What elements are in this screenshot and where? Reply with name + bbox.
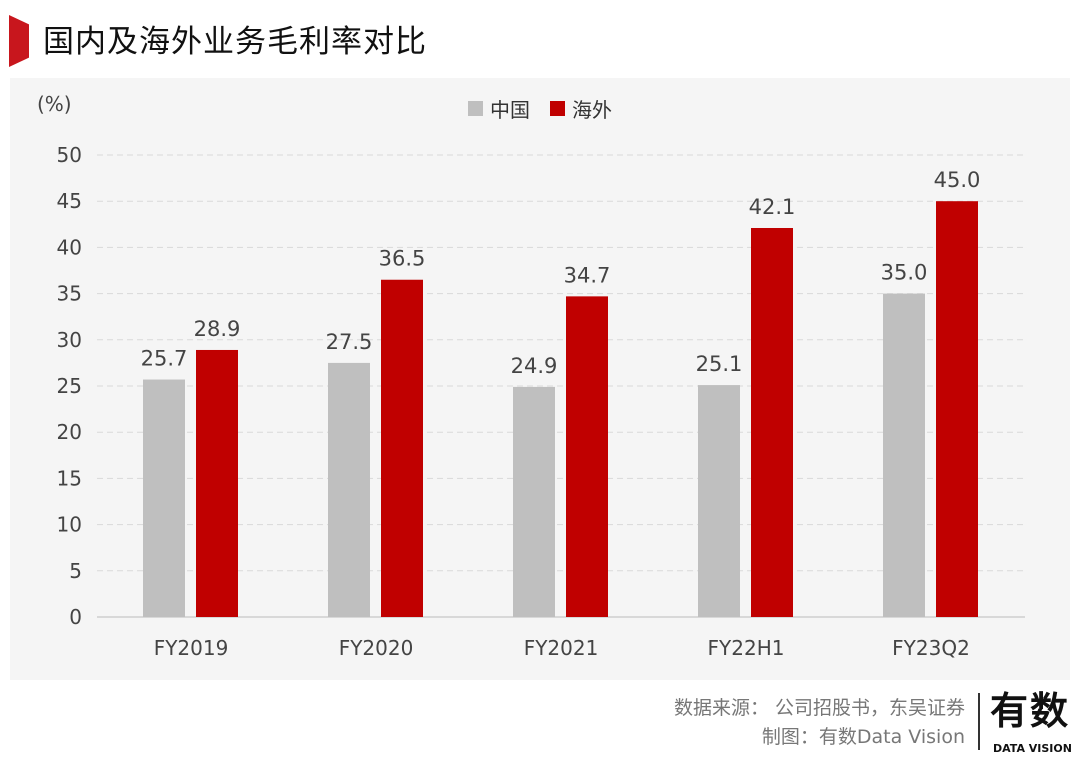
x-tick-label: FY2019 <box>154 636 229 660</box>
y-tick-label: 40 <box>57 235 82 259</box>
source-line: 数据来源： 公司招股书，东吴证券 <box>673 697 965 719</box>
bar-overseas <box>566 296 608 617</box>
y-tick-label: 25 <box>57 374 82 398</box>
bar-china <box>513 386 555 617</box>
x-tick-label: FY2020 <box>339 636 414 660</box>
bar-overseas <box>751 227 793 617</box>
legend-label: 海外 <box>572 98 612 122</box>
title-flag-icon <box>9 15 29 67</box>
divider <box>978 693 980 750</box>
legend-swatch <box>468 101 483 116</box>
source-note: 数据来源： 公司招股书，东吴证券 制图：有数Data Vision <box>674 694 965 752</box>
legend-label: 中国 <box>490 98 530 122</box>
bar-china <box>698 385 740 617</box>
y-tick-label: 20 <box>57 420 82 444</box>
y-tick-label: 45 <box>57 189 82 213</box>
data-label: 35.0 <box>881 261 928 285</box>
credit-line: 制图：有数Data Vision <box>761 726 965 748</box>
data-label: 25.1 <box>696 352 743 376</box>
legend-swatch <box>550 101 565 116</box>
data-label: 25.7 <box>141 347 188 371</box>
data-label: 24.9 <box>511 354 558 378</box>
bar-china <box>143 379 185 617</box>
bar-china <box>883 293 925 617</box>
x-tick-label: FY2021 <box>524 636 599 660</box>
logo: 有数 <box>990 689 1071 733</box>
y-tick-label: 0 <box>69 605 82 629</box>
bar-overseas <box>196 349 238 617</box>
data-label: 45.0 <box>934 168 981 192</box>
data-label: 34.7 <box>564 263 611 287</box>
data-label: 27.5 <box>326 330 373 354</box>
bar-overseas <box>381 279 423 617</box>
bar-china <box>328 362 370 617</box>
data-label: 42.1 <box>749 195 796 219</box>
x-tick-label: FY23Q2 <box>892 636 970 660</box>
y-tick-label: 50 <box>57 143 82 167</box>
data-label: 28.9 <box>194 317 241 341</box>
y-axis-label: (%) <box>37 92 72 116</box>
y-tick-label: 5 <box>69 559 82 583</box>
x-tick-label: FY22H1 <box>708 636 785 660</box>
y-tick-label: 10 <box>57 513 82 537</box>
y-tick-label: 15 <box>57 466 82 490</box>
bar-overseas <box>936 201 978 617</box>
data-label: 36.5 <box>379 247 426 271</box>
logo-subtitle: DATA VISION <box>993 742 1072 755</box>
y-tick-label: 30 <box>57 328 82 352</box>
page-title: 国内及海外业务毛利率对比 <box>43 24 427 60</box>
y-tick-label: 35 <box>57 282 82 306</box>
